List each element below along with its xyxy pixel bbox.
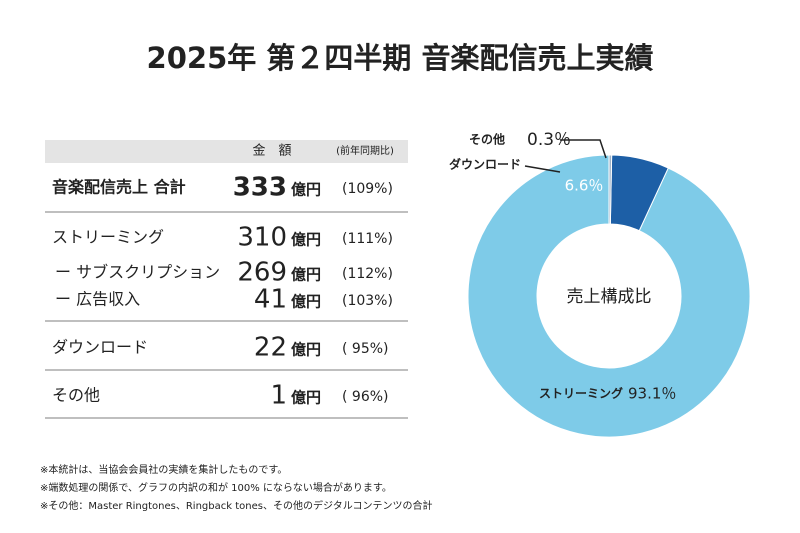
title: 2025年 第２四半期 音楽配信売上実績 [147, 41, 654, 75]
category-label: ダウンロード [449, 157, 521, 172]
table-header-bg [45, 140, 408, 163]
value-label: 0.3％ [527, 130, 571, 150]
unit: 億円 [291, 293, 321, 311]
row-label: ー サブスクリプション [55, 263, 220, 282]
ratio: (109%) [342, 181, 393, 197]
donut [467, 154, 751, 438]
unit: 億円 [291, 341, 321, 359]
amount: 22 [254, 333, 287, 363]
leader-line [560, 139, 607, 159]
ratio: ( 96%) [342, 389, 389, 405]
ratio: (112%) [342, 266, 393, 282]
row-label: ダウンロード [52, 338, 148, 357]
ratio: (103%) [342, 293, 393, 309]
table-rows: 音楽配信売上 合計 333 億円 (109%)ストリーミング 310 億円 (111%)ー … [52, 173, 393, 411]
ratio: ( 95%) [342, 341, 389, 357]
slice [609, 154, 669, 232]
slice [608, 154, 613, 225]
unit: 億円 [291, 266, 321, 284]
row-label: 音楽配信売上 合計 [52, 178, 186, 197]
note: ※その他：Master Ringtones、Ringback tones、その他… [40, 499, 433, 512]
table-header: 金 額 [252, 143, 291, 159]
category-label: その他 [469, 132, 505, 147]
value-label: 6.6％ [565, 177, 604, 195]
center-label: 売上構成比 [567, 287, 652, 307]
row-label: その他 [52, 386, 100, 405]
amount: 41 [254, 285, 287, 315]
slice [467, 154, 751, 438]
leader-line [524, 165, 561, 173]
row-label: ストリーミング [52, 228, 164, 247]
unit: 億円 [291, 181, 321, 199]
row-label: ー 広告収入 [55, 290, 140, 309]
amount: 1 [270, 381, 287, 411]
unit: 億円 [291, 231, 321, 249]
note: ※端数処理の関係で、グラフの内訳の和が 100% にならない場合があります。 [40, 481, 392, 494]
table-header: (前年同期比) [336, 144, 394, 157]
amount: 333 [233, 173, 287, 203]
amount: 310 [237, 223, 287, 253]
category-label: ストリーミング [539, 386, 623, 401]
unit: 億円 [291, 389, 321, 407]
note: ※本統計は、当協会会員社の実績を集計したものです。 [40, 463, 287, 476]
value-label: 93.1％ [628, 385, 676, 403]
ratio: (111%) [342, 231, 393, 247]
amount: 269 [237, 258, 287, 288]
